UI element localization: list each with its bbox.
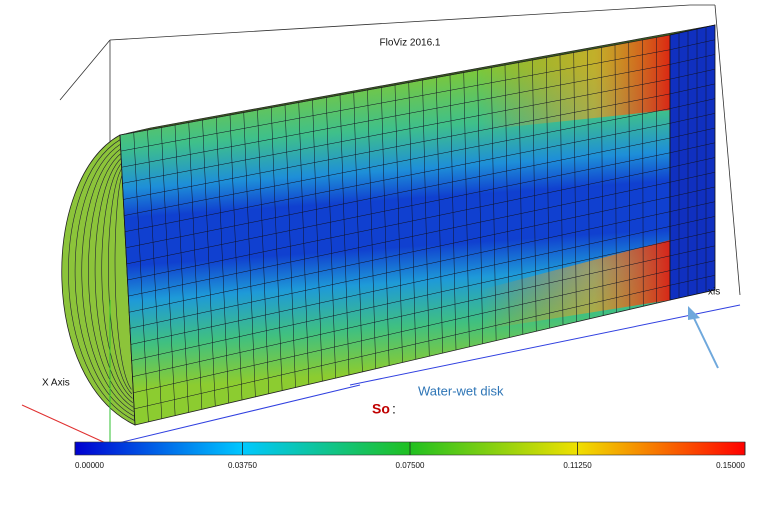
annotation: Water-wet disk	[418, 383, 504, 398]
colorbar-tick-label: 0.03750	[228, 461, 257, 470]
arrow-head	[688, 306, 700, 320]
colorbar-tick-label: 0.11250	[563, 461, 592, 470]
viewer-title: FloViz 2016.1	[380, 38, 441, 49]
arrow	[692, 314, 718, 368]
variable-name: So	[372, 401, 390, 417]
colorbar-tick-label: 0.07500	[396, 461, 425, 470]
colorbar-tick-label: 0.00000	[75, 461, 104, 470]
x-axis-label: X Axis	[42, 378, 70, 389]
variable-separator: :	[392, 401, 396, 417]
z-axis-label: xis	[708, 287, 720, 298]
colorbar-tick-label: 0.15000	[716, 461, 745, 470]
